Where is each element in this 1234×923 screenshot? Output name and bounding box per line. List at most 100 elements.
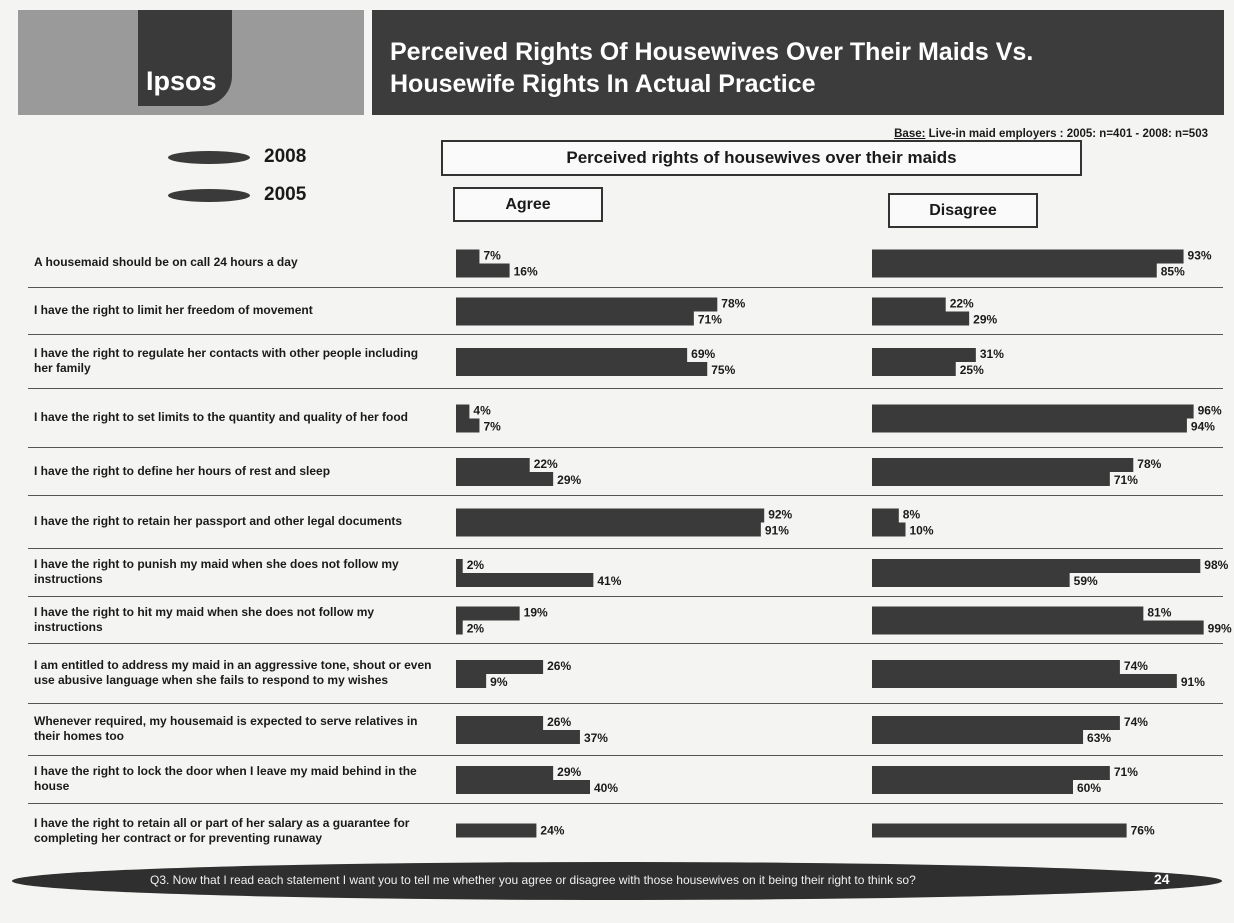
title-panel — [372, 10, 1224, 115]
agree-bar-2005 — [456, 311, 694, 326]
legend-swatch-2008 — [168, 150, 250, 164]
legend-label-2005: 2005 — [264, 184, 307, 205]
disagree-bar-2008 — [872, 606, 1144, 621]
footer-question: Q3. Now that I read each statement I wan… — [150, 873, 916, 887]
statement-label: I have the right to hit my maid when she… — [34, 604, 375, 634]
agree-bar-2005 — [456, 263, 510, 278]
disagree-value-label-2008: 71% — [1114, 765, 1138, 779]
statement-label: I have the right to retain all or part o… — [34, 815, 410, 845]
agree-bar-2008 — [456, 404, 470, 419]
disagree-value-label-2008: 78% — [1137, 457, 1161, 471]
row-divider — [28, 548, 1223, 549]
statement-label: I have the right to punish my maid when … — [34, 557, 399, 586]
disagree-value-label-2005: 60% — [1077, 781, 1101, 795]
disagree-bar-2008 — [872, 660, 1120, 674]
row-divider — [28, 334, 1223, 335]
disagree-bar-2005 — [872, 472, 1110, 486]
statement-label: I have the right to lock the door when I… — [34, 764, 417, 793]
agree-value-label-2008: 78% — [721, 297, 745, 311]
agree-value-label-2005: 7% — [483, 420, 501, 434]
row-divider — [28, 755, 1223, 756]
base-text: Live-in maid employers : 2005: n=401 - 2… — [928, 128, 1208, 140]
agree-value-label-2005: 40% — [594, 781, 618, 795]
agree-bar-2005 — [456, 418, 480, 433]
agree-bar-2008 — [456, 716, 544, 730]
statement-label: A housemaid should be on call 24 hours a… — [34, 255, 298, 269]
agree-value-label-2008: 4% — [473, 404, 491, 418]
legend-item-2008: 2008 — [168, 146, 306, 168]
page-title: Perceived Rights Of Housewives Over Thei… — [390, 38, 1034, 98]
agree-value-label-2005: 75% — [711, 363, 735, 377]
disagree-value-label-2008: 74% — [1124, 659, 1148, 673]
agree-bar-2008 — [456, 508, 765, 523]
agree-bar-2008 — [456, 297, 718, 312]
disagree-bar-2008 — [872, 297, 946, 312]
agree-bar-2005 — [456, 730, 580, 744]
disagree-value-label-2005: 63% — [1087, 731, 1111, 745]
agree-value-label-2008: 24% — [540, 824, 564, 838]
base-label: Base: — [894, 128, 926, 140]
row-divider — [28, 596, 1223, 597]
disagree-header: Disagree — [888, 193, 1038, 228]
disagree-bar-2005 — [872, 311, 970, 326]
disagree-bar-2005 — [872, 620, 1204, 635]
disagree-value-label-2008: 81% — [1147, 606, 1171, 620]
agree-value-label-2005: 71% — [698, 313, 722, 327]
agree-value-label-2005: 41% — [597, 574, 621, 588]
statement-label: I have the right to define her hours of … — [34, 463, 331, 478]
disagree-bar-2005 — [872, 674, 1177, 688]
agree-bar-2005 — [456, 620, 463, 635]
agree-value-label-2005: 2% — [467, 622, 485, 636]
agree-value-label-2008: 69% — [691, 347, 715, 361]
disagree-bar-2005 — [872, 362, 956, 376]
statement-label: I have the right to limit her freedom of… — [34, 303, 313, 317]
agree-bar-2005 — [456, 472, 554, 486]
disagree-bar-2008 — [872, 249, 1184, 264]
disagree-value-label-2008: 31% — [980, 347, 1004, 361]
agree-value-label-2008: 26% — [547, 659, 571, 673]
agree-bar-2008 — [456, 823, 537, 838]
agree-value-label-2005: 9% — [490, 675, 508, 689]
statement-label: Whenever required, my housemaid is expec… — [34, 714, 418, 743]
disagree-bar-2008 — [872, 766, 1110, 780]
disagree-value-label-2005: 29% — [973, 313, 997, 327]
disagree-value-label-2008: 76% — [1131, 824, 1155, 838]
disagree-value-label-2005: 94% — [1191, 420, 1215, 434]
agree-value-label-2008: 29% — [557, 765, 581, 779]
disagree-value-label-2008: 74% — [1124, 715, 1148, 729]
agree-bar-2005 — [456, 522, 761, 537]
disagree-bar-2005 — [872, 522, 906, 537]
row-divider — [28, 703, 1223, 704]
disagree-value-label-2005: 85% — [1161, 265, 1185, 279]
agree-value-label-2008: 22% — [534, 457, 558, 471]
disagree-bar-2005 — [872, 263, 1157, 278]
disagree-bar-2008 — [872, 823, 1127, 838]
disagree-bar-2008 — [872, 559, 1201, 573]
agree-bar-2008 — [456, 249, 480, 264]
disagree-value-label-2008: 8% — [903, 508, 921, 522]
statement-label: I have the right to set limits to the qu… — [34, 410, 409, 424]
disagree-bar-2005 — [872, 418, 1187, 433]
disagree-value-label-2005: 99% — [1208, 622, 1232, 636]
disagree-bar-2008 — [872, 458, 1134, 472]
disagree-value-label-2008: 93% — [1188, 249, 1212, 263]
row-divider — [28, 388, 1223, 389]
agree-value-label-2008: 92% — [768, 508, 792, 522]
agree-bar-2008 — [456, 348, 688, 362]
agree-bar-2008 — [456, 660, 544, 674]
disagree-bar-2008 — [872, 508, 899, 523]
disagree-value-label-2008: 96% — [1198, 404, 1222, 418]
agree-bar-2008 — [456, 606, 520, 621]
statement-label: I am entitled to address my maid in an a… — [34, 658, 432, 687]
disagree-value-label-2005: 59% — [1074, 574, 1098, 588]
agree-value-label-2008: 19% — [524, 606, 548, 620]
agree-bar-2005 — [456, 674, 487, 688]
agree-bar-2008 — [456, 766, 554, 780]
disagree-value-label-2008: 22% — [950, 297, 974, 311]
agree-bar-2005 — [456, 573, 594, 587]
row-divider — [28, 287, 1223, 288]
chart-section-title: Perceived rights of housewives over thei… — [441, 140, 1082, 176]
footer-bar — [12, 862, 1222, 900]
disagree-bar-2005 — [872, 780, 1073, 794]
